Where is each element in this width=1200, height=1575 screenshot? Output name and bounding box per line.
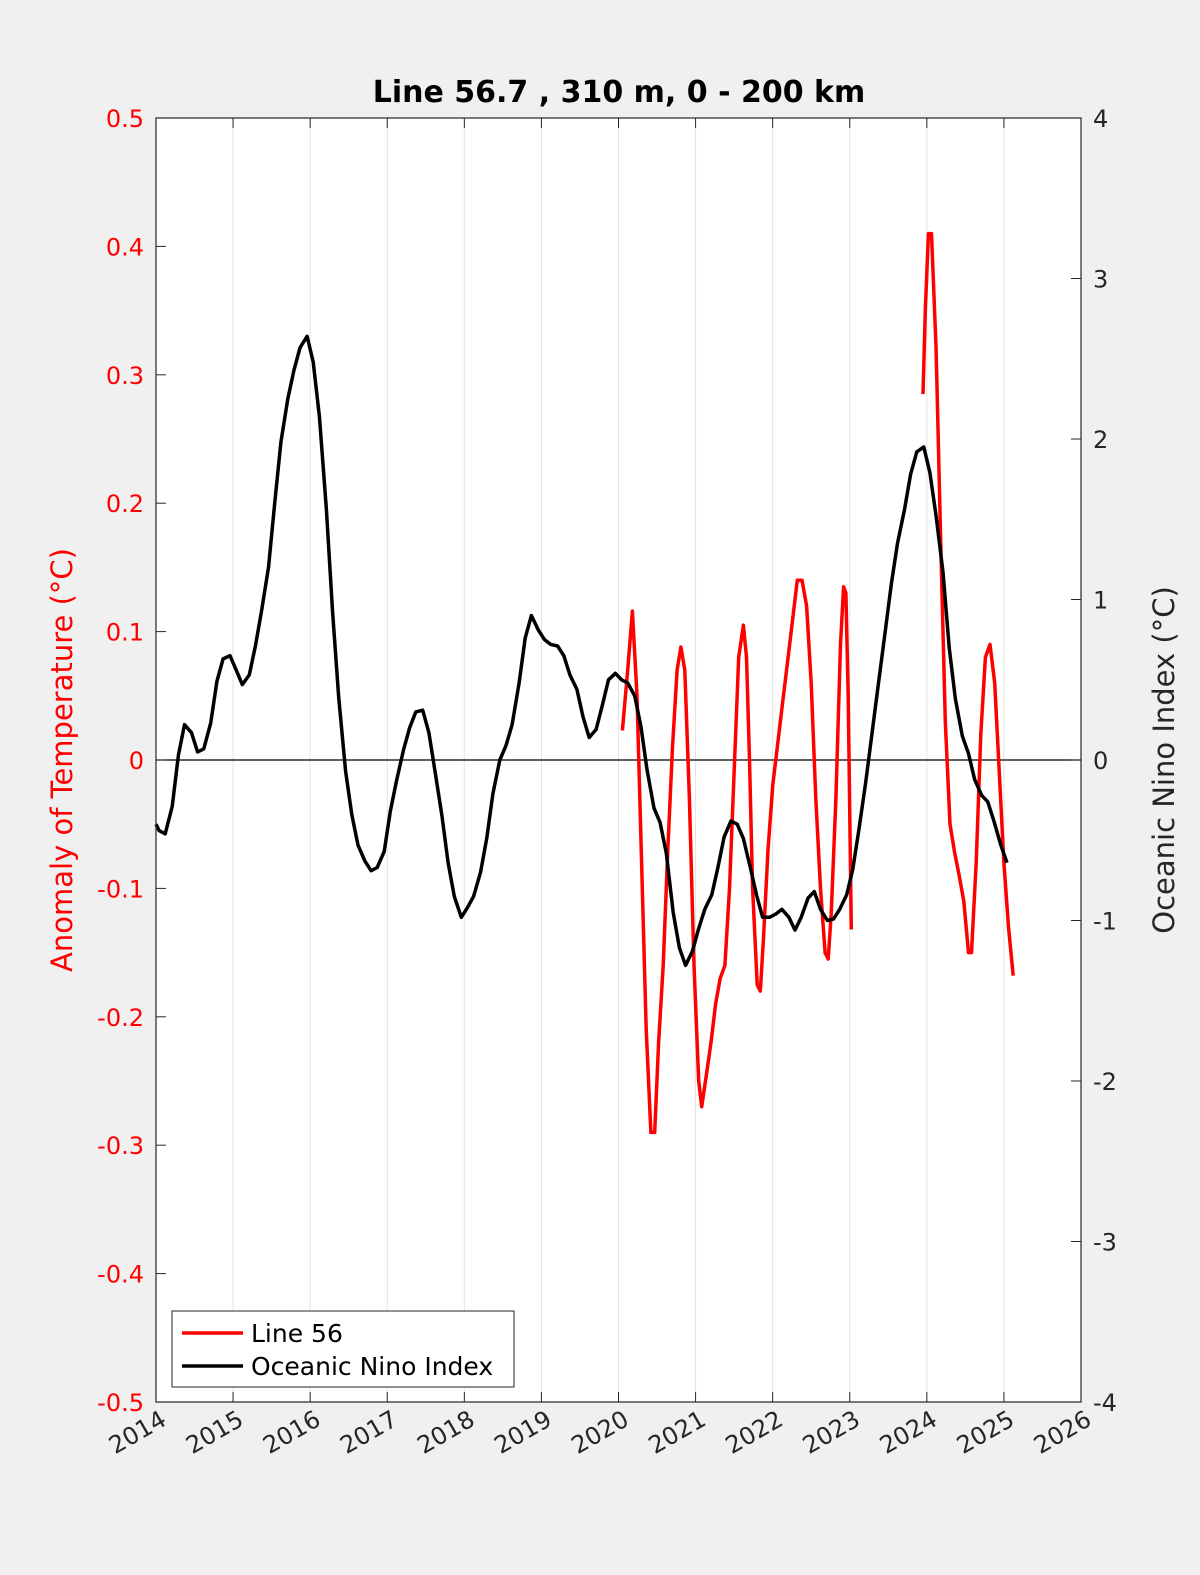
series-oni-path: [154, 334, 1009, 968]
y-left-tick-label: -0.1: [97, 875, 144, 903]
y-left-tick-label: 0.1: [106, 619, 144, 647]
y-left-tick-label: 0.5: [106, 105, 144, 133]
y-left-tick-label: 0.4: [106, 233, 144, 261]
y-left-tick-label: -0.5: [97, 1389, 144, 1417]
y-axis-left-label: Anomaly of Temperature (°C): [45, 548, 79, 972]
legend-label-oni: Oceanic Nino Index: [251, 1352, 493, 1381]
y-right-tick-label: 3: [1093, 266, 1108, 294]
y-right-tick-label: -4: [1093, 1389, 1117, 1417]
y-left-tick-label: -0.4: [97, 1261, 144, 1289]
legend-label-line-56: Line 56: [251, 1319, 343, 1348]
chart-title: Line 56.7 , 310 m, 0 - 200 km: [373, 75, 866, 110]
y-right-tick-label: 1: [1093, 587, 1108, 615]
y-left-tick-label: 0.3: [106, 362, 144, 390]
y-left-tick-label: -0.2: [97, 1004, 144, 1032]
legend: Line 56 Oceanic Nino Index: [171, 1310, 515, 1388]
series-line-56-path: [620, 578, 854, 1135]
y-right-tick-label: 0: [1093, 747, 1108, 775]
y-right-tick-label: -3: [1093, 1229, 1117, 1257]
series-lines: [154, 231, 1015, 1135]
legend-box: [171, 1310, 515, 1388]
y-right-tick-label: 4: [1093, 105, 1108, 133]
y-axis-right-label: Oceanic Nino Index (°C): [1147, 586, 1181, 934]
y-left-tick-label: 0.2: [106, 490, 144, 518]
y-right-tick-label: 2: [1093, 426, 1108, 454]
y-right-tick-label: -2: [1093, 1068, 1117, 1096]
y-left-tick-label: -0.3: [97, 1132, 144, 1160]
y-left-tick-label: 0: [129, 747, 144, 775]
y-right-tick-label: -1: [1093, 908, 1117, 936]
series-line-56-path: [921, 231, 1015, 976]
